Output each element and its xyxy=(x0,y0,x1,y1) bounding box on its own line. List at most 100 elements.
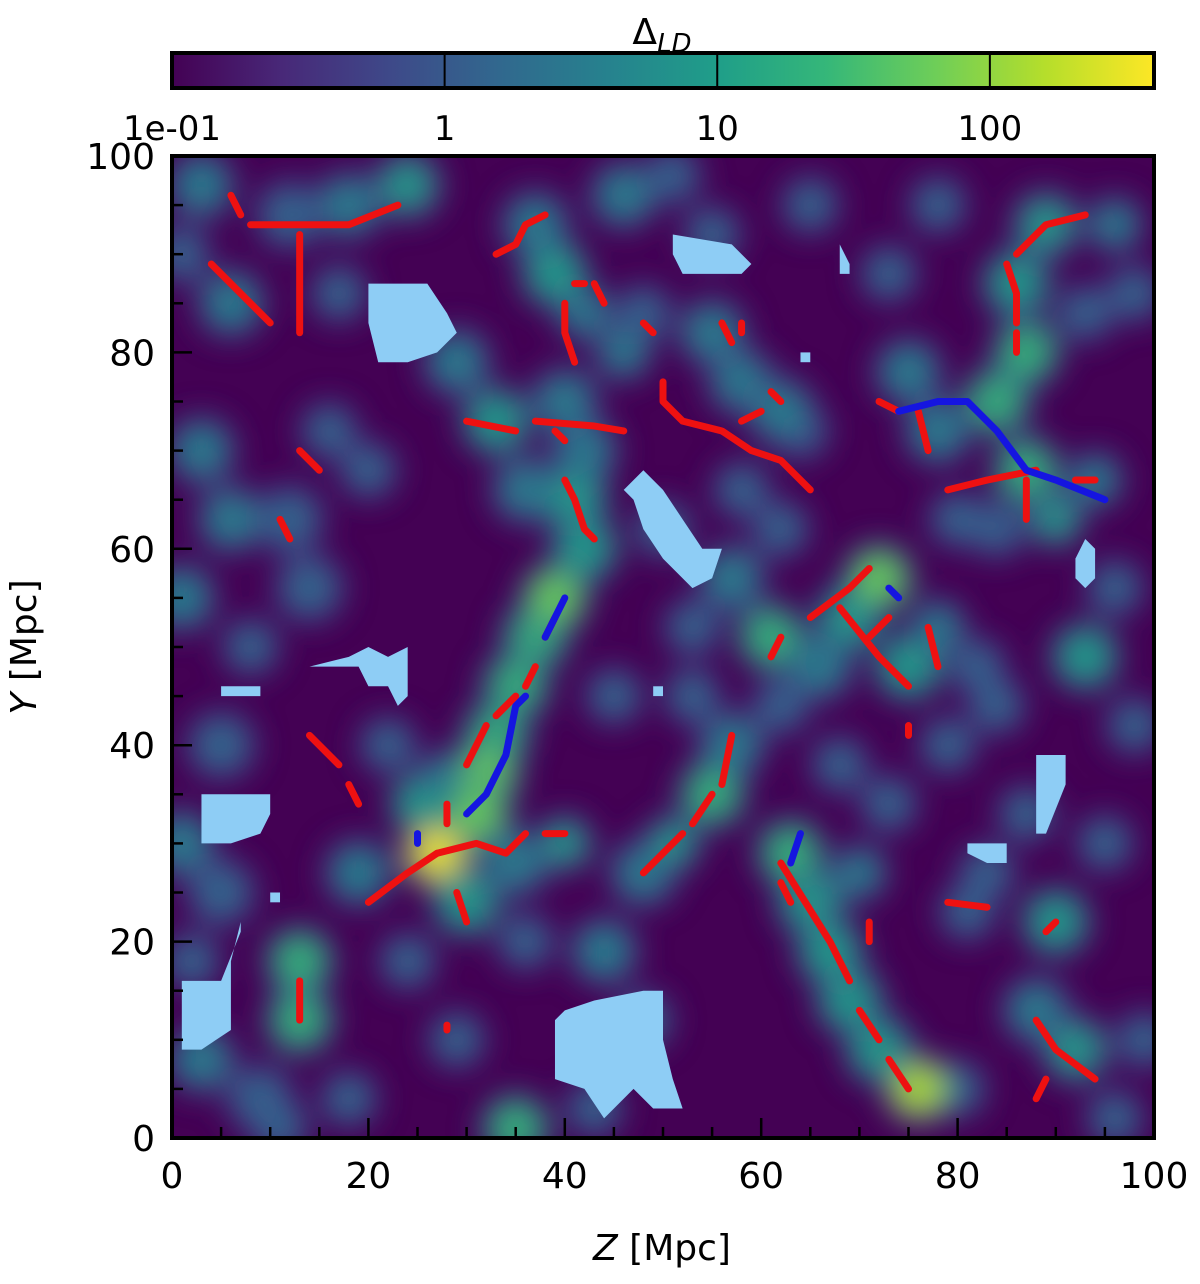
density-blob xyxy=(720,469,763,511)
blue-filament xyxy=(787,830,804,867)
x-tick-label: 100 xyxy=(1120,1156,1189,1197)
density-blob xyxy=(205,494,256,545)
density-blob xyxy=(745,612,797,663)
colorbar-ticks: 1e-01 1 10 100 xyxy=(123,53,1022,149)
red-filament xyxy=(531,417,628,435)
x-tick-label: 60 xyxy=(738,1156,784,1197)
void-region xyxy=(260,647,408,706)
density-blob xyxy=(347,449,390,492)
density-blob xyxy=(1093,567,1136,609)
red-filament xyxy=(1032,1016,1099,1083)
colorbar-gradient xyxy=(172,53,1154,88)
density-blob xyxy=(196,720,247,771)
red-filament xyxy=(1003,260,1021,327)
red-filament xyxy=(1013,211,1089,258)
void-region xyxy=(967,843,1007,864)
y-tick-label: 100 xyxy=(86,137,155,178)
colorbar-tick-label: 10 xyxy=(696,109,739,149)
density-blob xyxy=(651,156,694,197)
y-tick-label: 0 xyxy=(132,1119,155,1160)
red-filament xyxy=(247,201,402,229)
y-axis-label: Y [Mpc] xyxy=(4,579,45,714)
red-filament xyxy=(944,898,991,911)
red-filament xyxy=(777,879,795,906)
plot-area: 0 20 40 60 80 100 0 20 40 60 80 100 xyxy=(86,137,1188,1197)
density-blob xyxy=(867,783,910,825)
red-filament xyxy=(463,722,490,769)
red-filament xyxy=(364,849,441,906)
density-blob xyxy=(598,170,649,221)
red-filament xyxy=(718,319,736,347)
x-tick-label: 20 xyxy=(345,1156,391,1197)
red-filament xyxy=(914,407,932,455)
density-blob xyxy=(543,822,586,865)
density-blob xyxy=(759,508,802,551)
density-blob xyxy=(1093,203,1136,246)
density-blob xyxy=(755,386,806,437)
density-blob xyxy=(367,724,409,767)
density-blob xyxy=(1113,704,1154,747)
density-blob xyxy=(1084,822,1126,865)
blue-filament xyxy=(541,594,569,641)
red-filament xyxy=(944,466,1040,494)
void-region xyxy=(672,234,752,274)
blue-filament xyxy=(895,398,1109,504)
y-tick-label: 20 xyxy=(109,923,155,964)
density-blob xyxy=(259,1107,301,1138)
density-blob xyxy=(396,783,439,825)
x-axis-label: Z [Mpc] xyxy=(592,1228,731,1269)
red-filament xyxy=(305,731,343,769)
density-blob xyxy=(308,410,350,452)
x-tick-label: 40 xyxy=(542,1156,588,1197)
red-filament xyxy=(207,260,274,327)
density-blob xyxy=(593,675,635,717)
red-filament xyxy=(875,398,903,415)
density-blob xyxy=(1113,272,1154,315)
density-blob xyxy=(706,553,757,604)
void-region xyxy=(1036,755,1066,834)
density-blob xyxy=(196,867,247,918)
red-filament xyxy=(551,427,569,445)
x-axis-ticks: 0 20 40 60 80 100 xyxy=(161,1118,1189,1197)
density-blob xyxy=(671,675,714,717)
density-blob xyxy=(1034,498,1077,541)
density-blob xyxy=(579,926,630,977)
red-filament xyxy=(865,614,893,641)
density-blob xyxy=(490,1103,541,1138)
red-filament xyxy=(639,319,657,337)
colorbar-frame xyxy=(170,51,1156,90)
red-filament xyxy=(639,830,687,877)
red-filament xyxy=(345,780,363,808)
red-filament xyxy=(463,417,520,435)
void-region xyxy=(181,921,241,1050)
red-filament xyxy=(453,889,471,926)
void-region xyxy=(201,794,271,844)
x-tick-label: 80 xyxy=(935,1156,981,1197)
red-filament xyxy=(767,388,785,405)
colorbar-tick-label: 1e-01 xyxy=(123,109,221,149)
red-filament xyxy=(227,191,245,219)
density-blob xyxy=(327,1077,370,1120)
red-filament xyxy=(777,859,854,985)
density-blob xyxy=(176,425,227,476)
density-blob xyxy=(441,877,492,928)
red-filament xyxy=(767,633,785,661)
density-blob xyxy=(176,160,227,211)
density-blob xyxy=(264,189,315,240)
y-tick-label: 60 xyxy=(109,530,155,571)
y-axis-ticks: 0 20 40 60 80 100 xyxy=(86,137,192,1160)
red-filament xyxy=(433,830,530,857)
red-filament xyxy=(276,515,294,543)
density-blob xyxy=(229,626,272,668)
void-region xyxy=(653,686,663,697)
y-tick-label: 40 xyxy=(109,726,155,767)
density-blob xyxy=(936,498,979,541)
blue-filaments xyxy=(414,398,1109,867)
red-filament xyxy=(659,378,814,494)
density-blob xyxy=(471,396,522,447)
density-blob xyxy=(539,376,590,427)
void-region xyxy=(839,244,850,274)
density-blob xyxy=(1093,1097,1136,1138)
red-filament xyxy=(561,299,579,366)
